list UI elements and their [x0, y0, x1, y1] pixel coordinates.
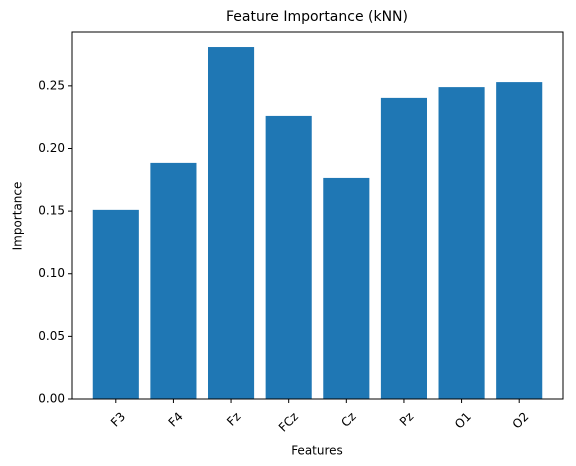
bar [150, 162, 197, 399]
y-tick-label: 0.05 [38, 329, 65, 343]
chart-title: Feature Importance (kNN) [226, 9, 408, 25]
y-tick-label: 0.10 [38, 266, 65, 280]
bar [323, 177, 370, 399]
y-tick-label: 0.20 [38, 141, 65, 155]
bar [265, 115, 312, 399]
y-tick-label: 0.25 [38, 78, 65, 92]
bar [208, 47, 255, 400]
x-tick-label: FCz [276, 409, 301, 434]
bar [438, 87, 485, 400]
bar [496, 82, 543, 399]
bar [92, 209, 139, 399]
x-axis-label: Features [291, 444, 343, 458]
y-axis-label: Importance [11, 182, 25, 251]
x-tick-label: O1 [452, 409, 474, 431]
plot-frame [71, 31, 564, 400]
y-tick-label: 0.15 [38, 204, 65, 218]
bar [380, 97, 427, 399]
x-tick-label: O2 [510, 409, 532, 431]
x-tick-label: F3 [108, 409, 128, 429]
x-tick-label: Pz [397, 409, 416, 428]
x-tick-label: Cz [338, 409, 358, 429]
x-tick-label: Fz [224, 409, 243, 428]
y-tick-label: 0.00 [38, 392, 65, 406]
x-tick-label: F4 [166, 409, 186, 429]
